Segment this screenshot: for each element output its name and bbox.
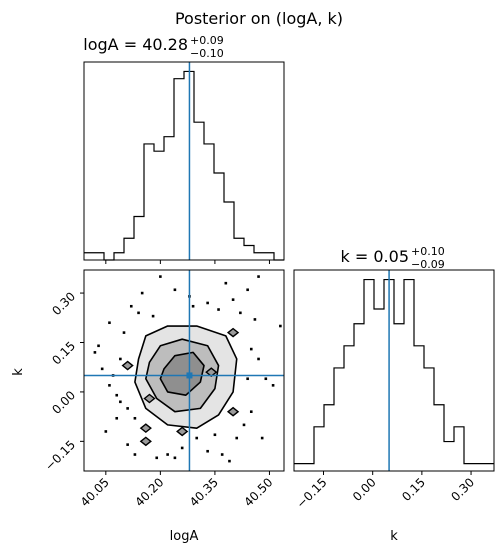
logA-histogram-panel: logA = 40.28 +0.09 −0.10 [83,34,285,261]
hist-step-line-0 [84,70,284,261]
scatter-point-3 [119,400,122,404]
scatter-point-40 [257,275,260,278]
scatter-point-16 [173,456,177,460]
scatter-point-7 [140,291,144,295]
scatter-point-6 [133,416,137,420]
contour-level-2 [159,351,205,397]
scatter-point-47 [115,393,119,397]
scatter-point-4 [122,331,126,334]
scatter-point-39 [159,275,162,278]
scatter-point-44 [100,367,104,371]
scatter-point-25 [246,377,249,381]
scatter-point-32 [271,384,275,387]
truth-marker [186,372,193,379]
scatter-point-8 [115,416,119,420]
scatter-point-21 [220,453,224,456]
k-err-minus: −0.09 [411,258,445,271]
scatter-point-41 [249,410,253,413]
scatter-point-11 [133,453,137,456]
k-hist-axis-label: k [390,529,398,544]
scatter-point-34 [217,308,220,311]
scatter-point-38 [173,288,177,292]
scatter-point-30 [264,377,268,381]
contour-island-6 [226,406,240,417]
scatter-point-20 [213,433,217,437]
y-axis-label: k [11,368,26,376]
contour-island-3 [139,436,152,447]
scatter-point-17 [180,446,184,450]
contour-island-7 [176,426,189,437]
k-histogram-panel: k = 0.05 +0.10 −0.09 [293,245,495,472]
scatter-point-15 [166,453,169,456]
scatter-point-13 [151,314,155,318]
scatter-point-36 [191,304,195,308]
scatter-point-43 [108,384,111,387]
scatter-point-33 [231,298,235,301]
scatter-point-9 [104,430,108,433]
logA-hist-title: logA = 40.28 [83,35,188,54]
scatter-point-10 [126,443,129,446]
scatter-point-46 [126,407,129,410]
hist-step-line-1 [294,278,494,465]
scatter-point-24 [242,423,246,427]
scatter-point-42 [260,436,264,440]
scatter-point-50 [93,351,97,354]
k-err-plus: +0.10 [411,245,445,258]
scatter-point-48 [257,357,260,361]
scatter-point-14 [155,456,159,460]
scatter-point-22 [228,459,231,463]
scatter-point-28 [246,288,249,292]
k-hist-frame [293,269,495,472]
contour-island-5 [226,327,240,338]
logA-err-plus: +0.09 [190,34,224,47]
scatter-point-0 [97,344,100,348]
contour-island-0 [121,360,134,371]
scatter-point-5 [129,304,133,308]
contour-island-2 [139,423,152,434]
logA-hist-frame [83,61,285,261]
scatter-point-19 [206,449,209,453]
scatter-point-12 [137,311,140,315]
contour-island-1 [143,393,156,404]
scatter-point-45 [119,357,122,361]
scatter-point-1 [108,321,111,325]
scatter-point-29 [253,318,257,321]
joint-frame [83,269,285,472]
k-hist-title: k = 0.05 [341,247,409,266]
scatter-point-35 [206,301,209,305]
scatter-point-31 [279,324,282,328]
scatter-point-49 [224,281,228,285]
x-axis-label: logA [170,529,199,544]
scatter-point-18 [195,436,199,440]
joint-density-panel: logA k [11,269,285,544]
logA-err-minus: −0.10 [190,47,224,60]
scatter-point-27 [239,311,242,315]
figure-title: Posterior on (logA, k) [175,9,343,28]
scatter-point-23 [235,436,239,440]
scatter-point-26 [249,347,253,351]
